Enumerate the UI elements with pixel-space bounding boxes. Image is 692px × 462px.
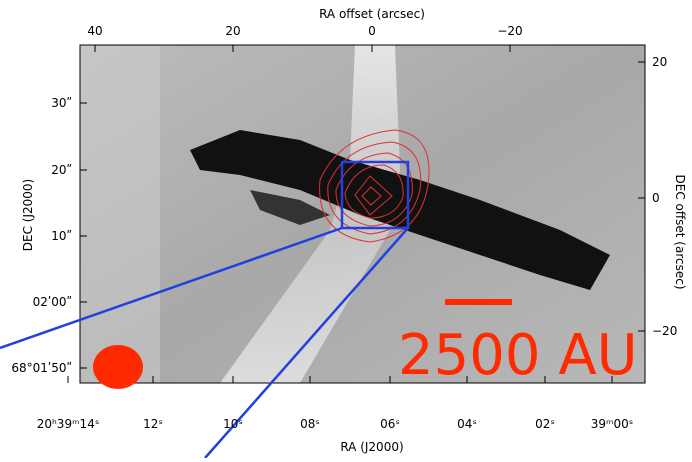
top-tick-label: −20: [497, 24, 522, 38]
bottom-tick-label: 12ˢ: [143, 417, 163, 431]
left-tick-label: 02ʹ00ʺ: [33, 295, 72, 309]
left-axis-label: DEC (J2000): [21, 179, 35, 251]
top-tick-label: 40: [87, 24, 102, 38]
bottom-axis-label: RA (J2000): [340, 440, 403, 454]
zoom-line: [0, 226, 343, 350]
bottom-tick-label: 39ᵐ00ˢ: [591, 417, 634, 431]
zoom-box: [340, 160, 410, 230]
bottom-tick-label: 06ˢ: [380, 417, 400, 431]
right-tick-label: 20: [652, 55, 667, 69]
bottom-tick-label: 04ˢ: [457, 417, 477, 431]
contours: [319, 129, 430, 243]
top-axis-label: RA offset (arcsec): [319, 7, 425, 21]
bottom-tick-label: 08ˢ: [300, 417, 320, 431]
bottom-tick-label: 10ˢ: [223, 417, 243, 431]
left-tick-label: 30ʺ: [51, 96, 72, 110]
left-tick-label: 10ʺ: [51, 229, 72, 243]
left-tick-label: 68°01ʹ50ʺ: [11, 361, 72, 375]
scale-bar-label: 2500 AU: [398, 323, 638, 388]
scale-bar: [445, 299, 512, 305]
image: [80, 45, 645, 383]
frame: [79, 44, 646, 384]
right-axis-label: DEC offset (arcsec): [673, 175, 687, 290]
left-tick-label: 20ʺ: [51, 163, 72, 177]
beam: [93, 345, 143, 389]
right-tick-label: 0: [652, 191, 660, 205]
right-tick-label: −20: [652, 324, 677, 338]
zoom-line: [204, 227, 409, 459]
top-tick-label: 0: [368, 24, 376, 38]
bottom-tick-label: 02ˢ: [535, 417, 555, 431]
top-tick-label: 20: [225, 24, 240, 38]
bottom-tick-label: 20ʰ39ᵐ14ˢ: [37, 417, 100, 431]
